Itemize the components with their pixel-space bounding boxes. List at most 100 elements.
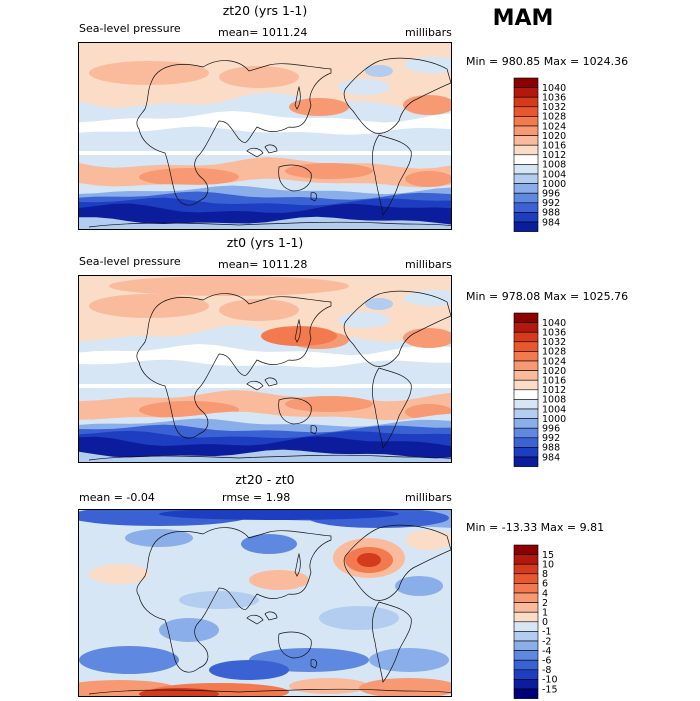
coastline — [310, 659, 317, 669]
colorbar-label: 1000 — [542, 179, 566, 190]
colorbar-label: 1024 — [542, 121, 566, 132]
colorbar-swatch — [513, 631, 539, 642]
low-pressure-cell — [404, 57, 451, 73]
colorbar-swatch — [513, 563, 539, 575]
difference-blob — [179, 591, 259, 609]
coastline — [278, 631, 312, 659]
map-field — [79, 43, 451, 229]
difference-blob — [289, 678, 369, 694]
colorbar-swatch — [513, 602, 539, 613]
high-pressure-cell — [219, 299, 299, 321]
colorbar-label: 1028 — [542, 112, 566, 123]
map-plot — [78, 509, 452, 697]
difference-blob — [209, 660, 289, 680]
coastline — [372, 601, 412, 683]
colorbar-swatch — [513, 77, 539, 88]
minmax-label: Min = -13.33 Max = 9.81 — [466, 521, 605, 534]
difference-blob — [249, 570, 309, 590]
coastline — [294, 85, 301, 110]
mean-label: mean = -0.04 — [79, 491, 155, 504]
colorbar-label: 2 — [542, 598, 548, 609]
difference-blob — [405, 530, 451, 550]
high-pressure-cell — [285, 396, 373, 412]
colorbar-label: -4 — [542, 646, 551, 657]
coastline — [310, 425, 317, 435]
difference-blob — [319, 606, 399, 630]
colorbar-label: 1020 — [542, 366, 566, 377]
colorbar-label: 1040 — [542, 83, 566, 94]
colorbar-swatch — [513, 418, 539, 429]
colorbar-swatch — [513, 399, 539, 410]
colorbar-swatch — [513, 312, 539, 323]
colorbar-label: 1 — [542, 608, 548, 619]
coastline — [136, 293, 332, 439]
colorbar-swatch — [513, 544, 539, 555]
colorbar-svg: 1040103610321028102410201016101210081004… — [513, 77, 566, 232]
field-contour — [79, 449, 451, 462]
colorbar-swatch — [513, 173, 539, 184]
difference-blob — [357, 553, 381, 567]
coastline — [310, 192, 317, 202]
map-field — [79, 276, 451, 462]
colorbar-label: 992 — [542, 198, 560, 209]
coastline — [278, 164, 312, 192]
colorbar-label: -8 — [542, 665, 551, 676]
colorbar-label: 10 — [542, 560, 554, 571]
variable-label: Sea-level pressure — [79, 255, 181, 268]
coastline — [294, 318, 301, 343]
colorbar-label: 984 — [542, 452, 560, 463]
coastline — [343, 524, 451, 601]
panel-title: zt0 (yrs 1-1) — [226, 235, 304, 250]
low-pressure-cell — [404, 290, 451, 306]
colorbar-label: 1008 — [542, 395, 566, 406]
colorbar-label: 1008 — [542, 160, 566, 171]
high-pressure-cell — [109, 276, 349, 296]
colorbar-swatch — [513, 144, 539, 156]
colorbar-swatch — [513, 688, 539, 699]
colorbar-swatch — [513, 427, 539, 439]
minmax-label: Min = 980.85 Max = 1024.36 — [466, 55, 629, 68]
colorbar-swatch — [513, 341, 539, 352]
colorbar-label: 1028 — [542, 347, 566, 358]
high-pressure-cell — [285, 163, 373, 179]
coastlines — [88, 290, 451, 461]
colorbar-label: 1020 — [542, 131, 566, 142]
high-pressure-cell — [139, 168, 239, 186]
field-contour — [79, 359, 451, 384]
panel-title: zt20 (yrs 1-1) — [222, 3, 308, 18]
colorbar: 1040 1036 1032 1028 1024 1020 1016 1012 1008 1004… — [513, 77, 584, 234]
colorbar-label: 8 — [542, 569, 548, 580]
coastline — [372, 367, 412, 449]
coastline — [246, 144, 278, 158]
colorbar-swatch — [513, 106, 539, 117]
colorbar-swatch — [513, 154, 539, 165]
mean-label: mean= 1011.24 — [218, 26, 308, 39]
coastlines — [88, 57, 451, 228]
high-pressure-cell — [289, 98, 349, 116]
colorbar-swatch — [513, 650, 539, 661]
colorbar-swatch — [513, 351, 539, 362]
low-pressure-cell — [365, 298, 393, 310]
colorbar-label: 1012 — [542, 150, 566, 161]
low-pressure-cell — [338, 79, 390, 95]
high-pressure-cell — [219, 66, 299, 88]
coastlines — [88, 524, 451, 695]
difference-blob — [89, 564, 149, 584]
high-pressure-cell — [89, 294, 209, 318]
field-contour — [79, 216, 451, 229]
coastline — [343, 290, 451, 367]
colorbar-swatch — [513, 583, 539, 594]
colorbar-label: 1032 — [542, 102, 566, 113]
colorbar-swatch — [513, 437, 539, 448]
colorbar-swatch — [513, 640, 539, 651]
colorbar-swatch — [513, 669, 539, 680]
coastline — [294, 552, 301, 577]
colorbar-svg: 1040103610321028102410201016101210081004… — [513, 312, 566, 467]
colorbar-label: 1024 — [542, 356, 566, 367]
colorbar-swatch — [513, 573, 539, 584]
coastline — [88, 688, 451, 695]
colorbar-swatch — [513, 659, 539, 671]
colorbar-swatch — [513, 370, 539, 381]
coastline — [246, 611, 278, 625]
high-pressure-cell — [261, 326, 337, 346]
